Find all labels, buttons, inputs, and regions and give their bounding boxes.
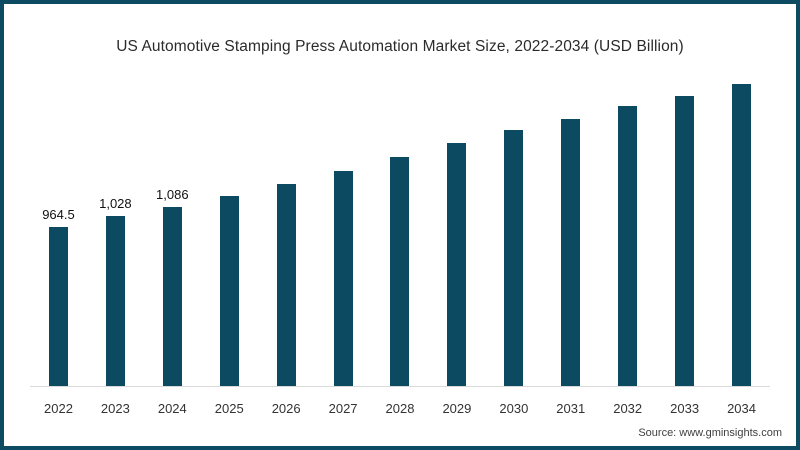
bar-column-2022: 964.5 [30,50,87,386]
x-tick-label-2027: 2027 [328,401,358,416]
x-tick-label-2023: 2023 [100,401,130,416]
bar-2029 [447,143,467,386]
plot-area: 964.5 1,028 1,086 [30,50,770,387]
bar-value-label-2022: 964.5 [42,207,75,222]
bar-2026 [276,184,296,386]
bar-column-2033 [656,50,713,386]
source-attribution: Source: www.gminsights.com [638,427,782,439]
x-tick-label-2031: 2031 [556,401,586,416]
chart-title: US Automotive Stamping Press Automation … [116,38,684,55]
bar-2022 [48,227,68,386]
x-tick-label-2030: 2030 [499,401,529,416]
bar-2033 [675,96,695,386]
x-tick-label-2025: 2025 [214,401,244,416]
bar-column-2034 [713,50,770,386]
x-tick-label-2032: 2032 [613,401,643,416]
bar-column-2032 [599,50,656,386]
bar-2024 [162,207,182,386]
bar-2030 [504,130,524,386]
bar-2023 [105,216,125,386]
bar-column-2024: 1,086 [144,50,201,386]
x-tick-label-2022: 2022 [44,401,73,416]
bar-2032 [618,106,638,386]
bar-value-label-2024: 1,086 [156,187,189,202]
bar-column-2028 [372,50,429,386]
bar-column-2026 [258,50,315,386]
x-axis-labels: 2022 2023 2024 2025 2026 2027 2028 2029 2030 2031… [30,401,770,416]
bar-column-2025 [201,50,258,386]
bar-2028 [390,157,410,386]
x-tick-label-2034: 2034 [727,401,756,416]
x-tick-label-2029: 2029 [442,401,472,416]
bar-2025 [219,196,239,386]
bar-column-2031 [542,50,599,386]
x-tick-label-2026: 2026 [271,401,301,416]
bar-column-2029 [428,50,485,386]
x-tick-label-2028: 2028 [385,401,415,416]
bar-2027 [333,171,353,386]
bar-value-label-2023: 1,028 [99,196,132,211]
bar-column-2027 [315,50,372,386]
x-tick-label-2024: 2024 [157,401,187,416]
bar-2031 [561,119,581,386]
bar-column-2023: 1,028 [87,50,144,386]
x-tick-label-2033: 2033 [670,401,700,416]
bar-2034 [732,84,752,386]
bar-column-2030 [485,50,542,386]
